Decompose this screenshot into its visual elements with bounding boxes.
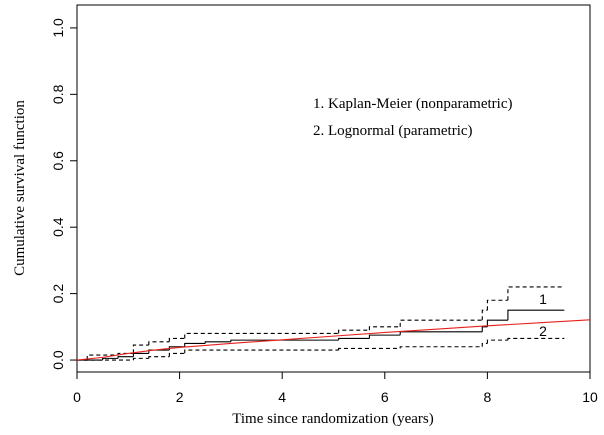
- y-tick-label: 0.2: [50, 284, 66, 304]
- legend-text: 1. Kaplan-Meier (nonparametric): [313, 96, 513, 112]
- step-segment: [117, 356, 134, 359]
- step-segment: [399, 346, 483, 349]
- step-segment: [132, 344, 149, 354]
- step-segment: [168, 352, 185, 357]
- step-segment: [338, 347, 401, 351]
- x-axis-label: Time since randomization (years): [232, 411, 433, 427]
- step-segment: [399, 319, 483, 327]
- step-segment: [481, 326, 488, 332]
- y-tick-label: 0.4: [50, 217, 66, 237]
- plot-frame: [76, 4, 591, 373]
- step-segment: [486, 319, 508, 327]
- x-tick-label: 0: [73, 389, 81, 405]
- step-segment: [481, 342, 488, 347]
- x-tick-label: 6: [381, 389, 389, 405]
- step-segment: [486, 339, 508, 344]
- step-segment: [507, 337, 565, 341]
- step-segment: [399, 331, 483, 336]
- y-tick-label: 0.0: [50, 350, 66, 370]
- step-segment: [168, 337, 185, 342]
- y-tick-label: 0.6: [50, 151, 66, 171]
- curve-label: 1: [539, 291, 547, 307]
- step-segment: [148, 349, 170, 354]
- curve-label: 2: [539, 323, 547, 339]
- x-tick-label: 2: [176, 389, 184, 405]
- step-segment: [184, 349, 339, 354]
- y-tick-label: 1.0: [50, 18, 66, 38]
- step-segment: [230, 339, 339, 342]
- step-segment: [507, 286, 565, 301]
- step-segment: [507, 309, 565, 321]
- step-segment: [481, 309, 488, 321]
- step-segment: [86, 354, 119, 361]
- x-tick-label: 4: [278, 389, 286, 405]
- step-segment: [338, 329, 370, 334]
- x-tick-label: 8: [484, 389, 492, 405]
- step-segment: [132, 357, 149, 361]
- step-segment: [368, 326, 401, 331]
- step-segment: [204, 341, 231, 344]
- step-segment: [102, 357, 119, 361]
- y-tick-label: 0.8: [50, 84, 66, 104]
- step-segment: [486, 299, 508, 311]
- step-segment: [148, 341, 170, 346]
- y-axis-label: Cumulative survival function: [12, 100, 28, 276]
- step-segment: [184, 342, 206, 347]
- step-segment: [368, 334, 401, 339]
- x-tick-label: 10: [582, 389, 598, 405]
- legend-text: 2. Lognormal (parametric): [313, 123, 473, 139]
- step-segment: [132, 352, 149, 357]
- curve: [76, 319, 591, 361]
- step-segment: [148, 356, 170, 359]
- step-segment: [184, 332, 339, 339]
- step-segment: [338, 337, 370, 341]
